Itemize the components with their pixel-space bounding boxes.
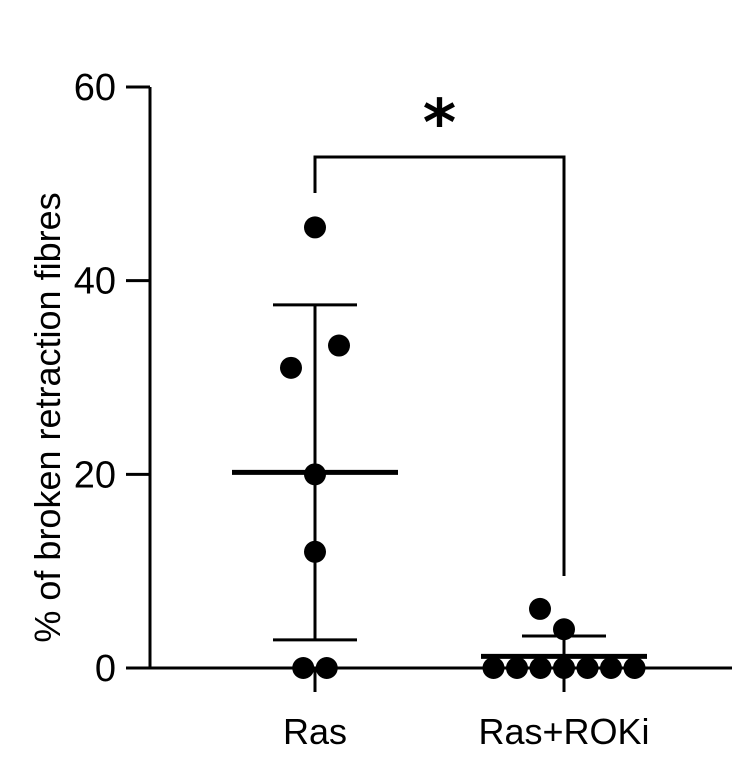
data-point bbox=[280, 356, 302, 379]
data-point bbox=[553, 657, 575, 679]
data-point bbox=[553, 618, 575, 641]
data-point bbox=[304, 463, 326, 486]
x-category-label: Ras bbox=[283, 711, 347, 752]
data-point bbox=[600, 657, 622, 679]
y-tick-label-40: 40 bbox=[74, 261, 116, 303]
data-point bbox=[623, 657, 646, 679]
data-point bbox=[576, 657, 599, 679]
y-axis-title: % of broken retraction fibres bbox=[27, 192, 68, 642]
y-tick-label-20: 20 bbox=[74, 454, 116, 496]
x-category-label: Ras+ROKi bbox=[478, 711, 649, 752]
data-groups: Ras Ras+ROKi bbox=[232, 216, 650, 752]
y-tick-label-0: 0 bbox=[95, 648, 116, 690]
group-Ras+ROKi: Ras+ROKi bbox=[478, 597, 650, 752]
data-point bbox=[529, 657, 552, 679]
data-point bbox=[304, 216, 326, 239]
data-point bbox=[328, 334, 350, 357]
y-tick-label-60: 60 bbox=[74, 67, 116, 109]
significance-asterisk: * bbox=[423, 87, 456, 161]
y-axis-ticks: 0 20 40 60 bbox=[74, 67, 150, 690]
data-point bbox=[506, 657, 528, 679]
data-point bbox=[482, 657, 505, 679]
axes bbox=[148, 87, 732, 670]
data-point bbox=[292, 657, 315, 679]
data-point bbox=[529, 597, 551, 620]
data-point bbox=[304, 540, 326, 563]
significance-bracket: * bbox=[313, 87, 566, 576]
data-point bbox=[315, 657, 338, 679]
group-Ras: Ras bbox=[232, 216, 398, 752]
significance-bracket-line bbox=[313, 155, 566, 576]
